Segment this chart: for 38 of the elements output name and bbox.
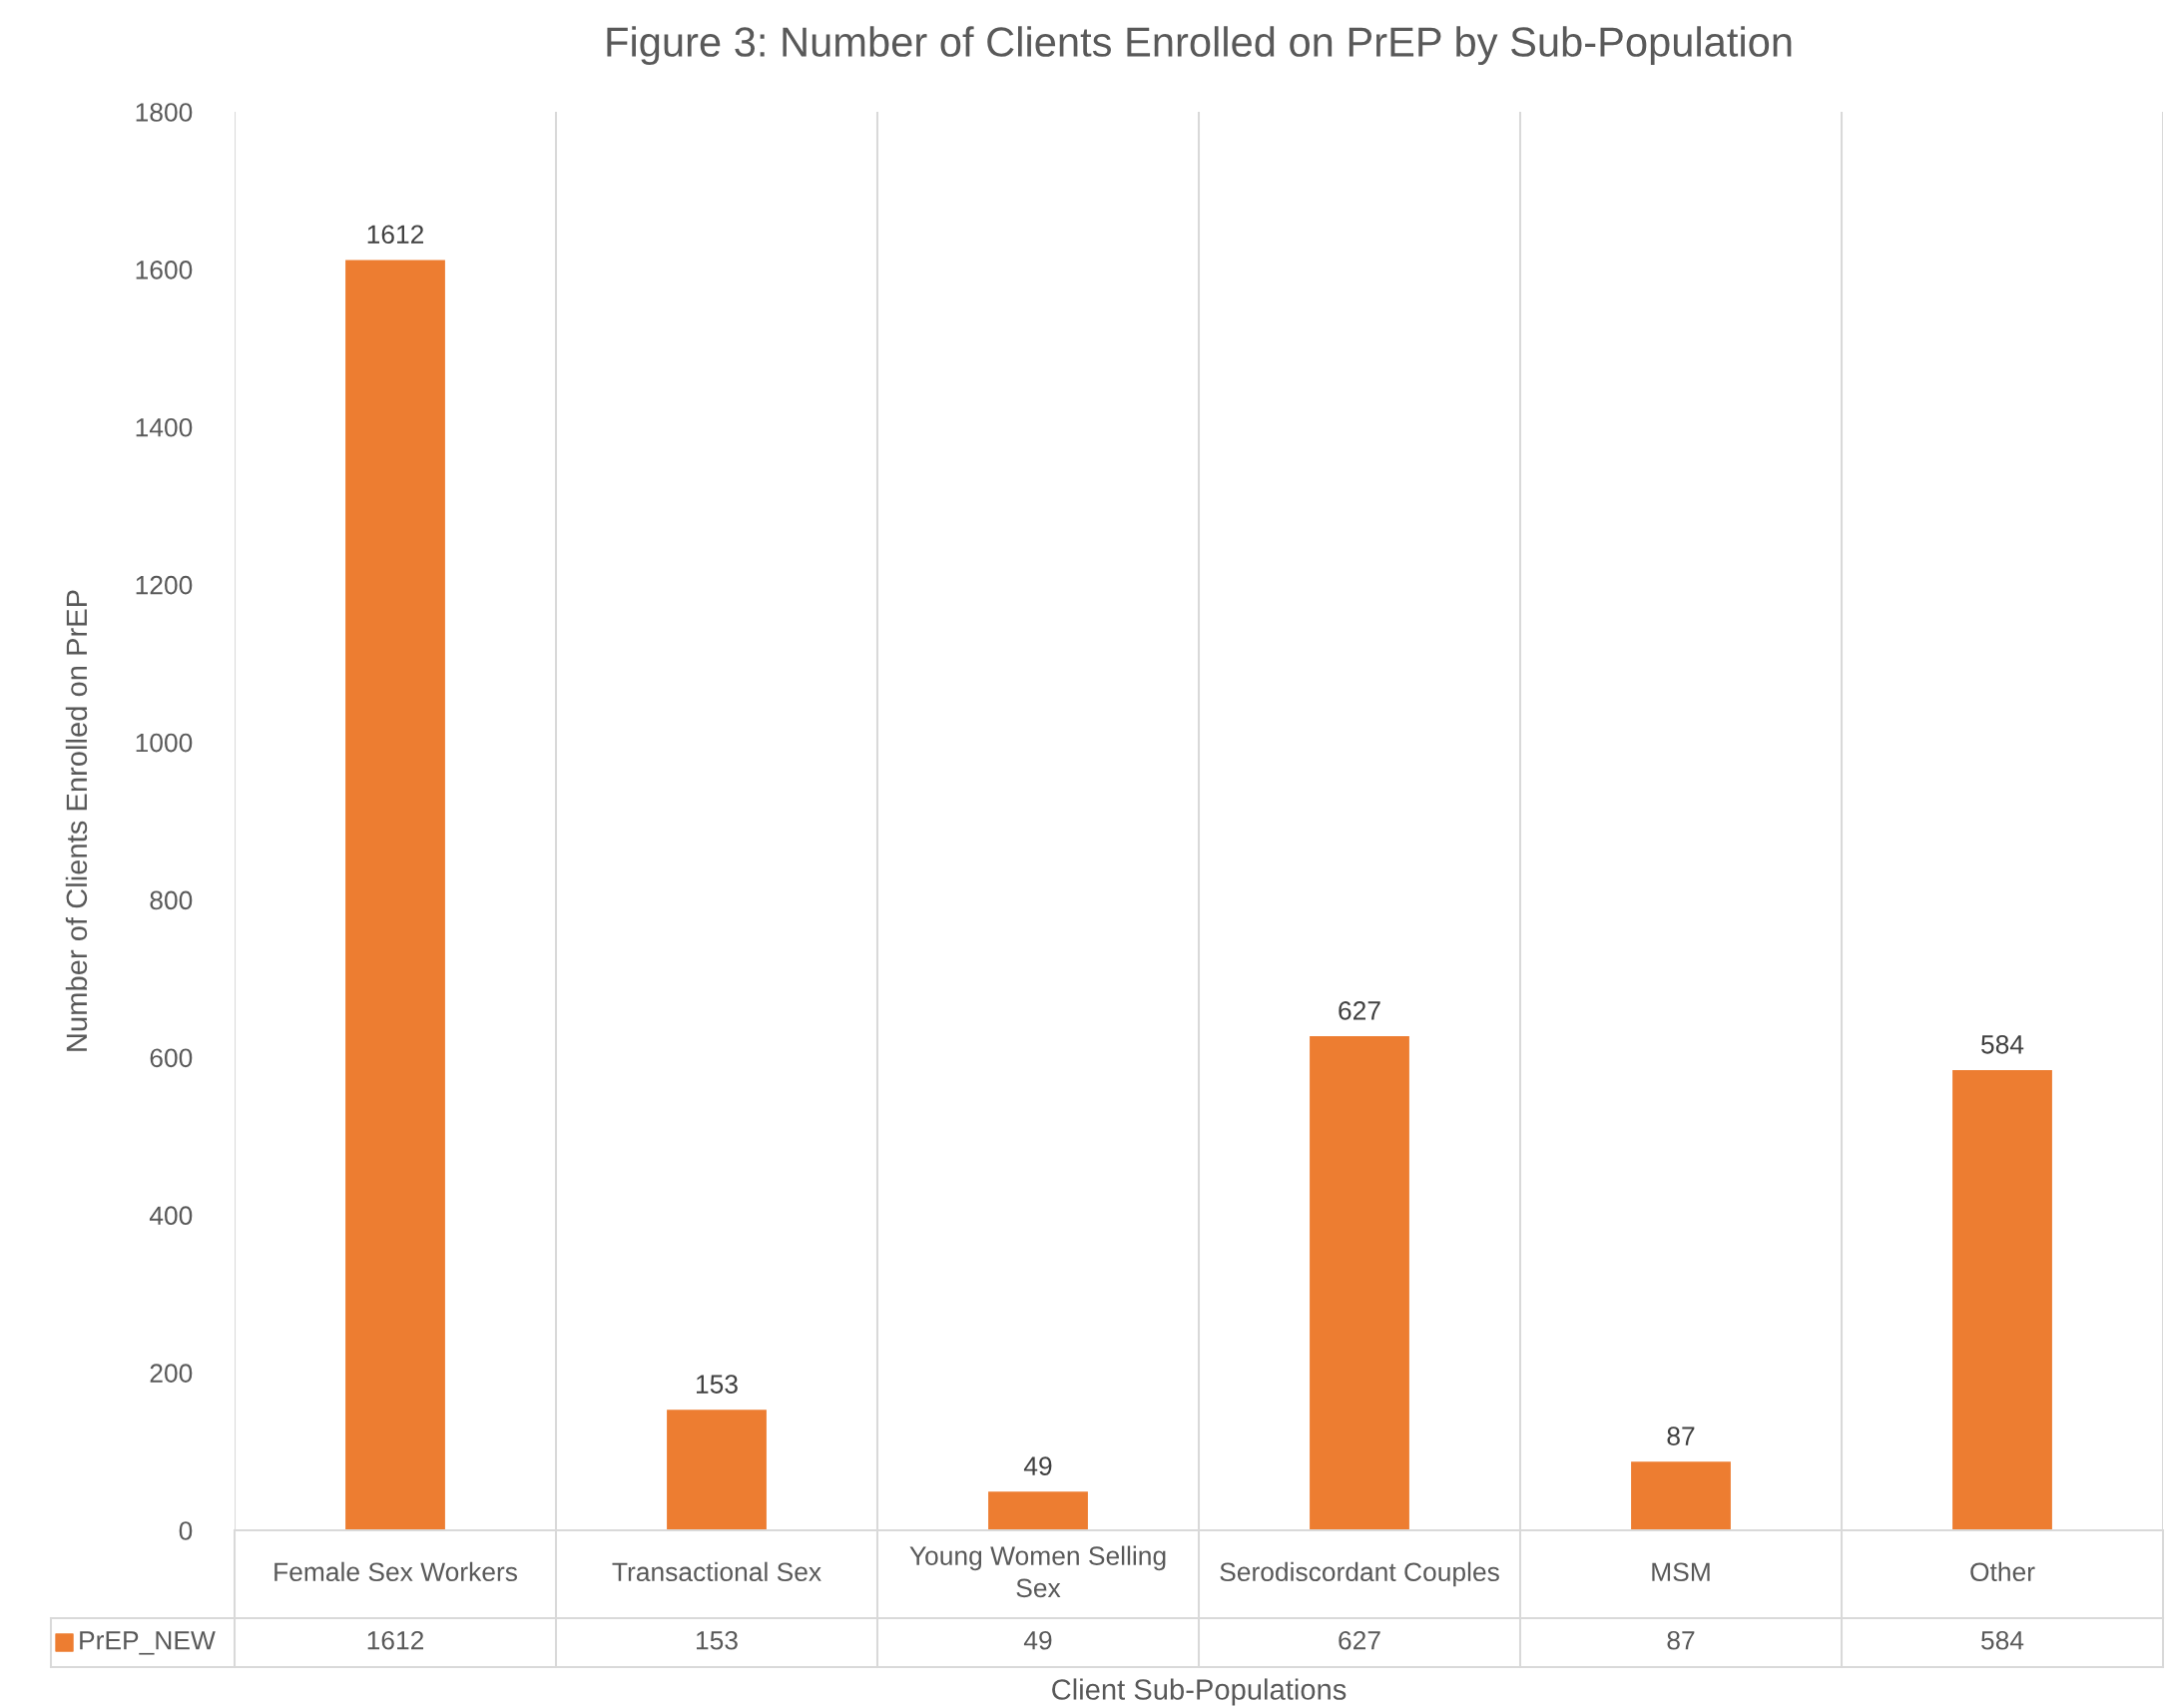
text: 1612 <box>367 1630 424 1650</box>
y-tick-label: 800 <box>150 890 193 910</box>
data-label: 627 <box>1339 1001 1380 1020</box>
y-tick-label: 1200 <box>136 575 193 595</box>
y-tick-label: 1600 <box>136 261 193 280</box>
x-tick-label: Other <box>1970 1561 2035 1582</box>
bar <box>988 1491 1088 1530</box>
bar <box>1310 1036 1409 1530</box>
data-label: 584 <box>1981 1034 2024 1054</box>
x-tick-label: MSM <box>1652 1562 1710 1582</box>
y-tick-label: 1800 <box>136 103 193 122</box>
data-label: 153 <box>697 1375 738 1394</box>
text: 153 <box>697 1630 738 1650</box>
chart-title: Figure 3: Number of Clients Enrolled on PrEP by Sub-Population <box>607 26 1792 66</box>
bar <box>1952 1069 2052 1530</box>
text: 584 <box>1981 1630 2024 1650</box>
y-tick-label: 0 <box>179 1521 193 1540</box>
text: 627 <box>1339 1630 1380 1650</box>
y-axis-title: Number of Clients Enrolled on PrEP <box>65 590 88 1051</box>
data-label: 87 <box>1667 1426 1695 1445</box>
y-tick-label: 400 <box>149 1206 193 1226</box>
data-label: 1612 <box>367 225 424 245</box>
x-tick-label: Transactional Sex <box>612 1561 821 1582</box>
y-tick-label: 200 <box>150 1364 193 1383</box>
bar <box>345 260 445 1530</box>
y-tick-label: 1400 <box>136 417 193 437</box>
text: 87 <box>1667 1630 1695 1650</box>
x-tick-label: Female Sex Workers <box>274 1561 517 1582</box>
data-label: 49 <box>1023 1456 1052 1475</box>
x-tick-label: Serodiscordant Couples <box>1220 1561 1499 1587</box>
text: 49 <box>1023 1630 1052 1650</box>
x-axis-title: Client Sub-Populations <box>1052 1678 1347 1706</box>
y-tick-label: 600 <box>150 1048 193 1068</box>
bar <box>1631 1461 1731 1530</box>
x-tick-label: Young Women Selling Sex <box>909 1545 1166 1598</box>
y-tick-label: 1000 <box>136 733 193 753</box>
legend-label: PrEP_NEW <box>80 1631 216 1655</box>
bar <box>667 1410 767 1530</box>
